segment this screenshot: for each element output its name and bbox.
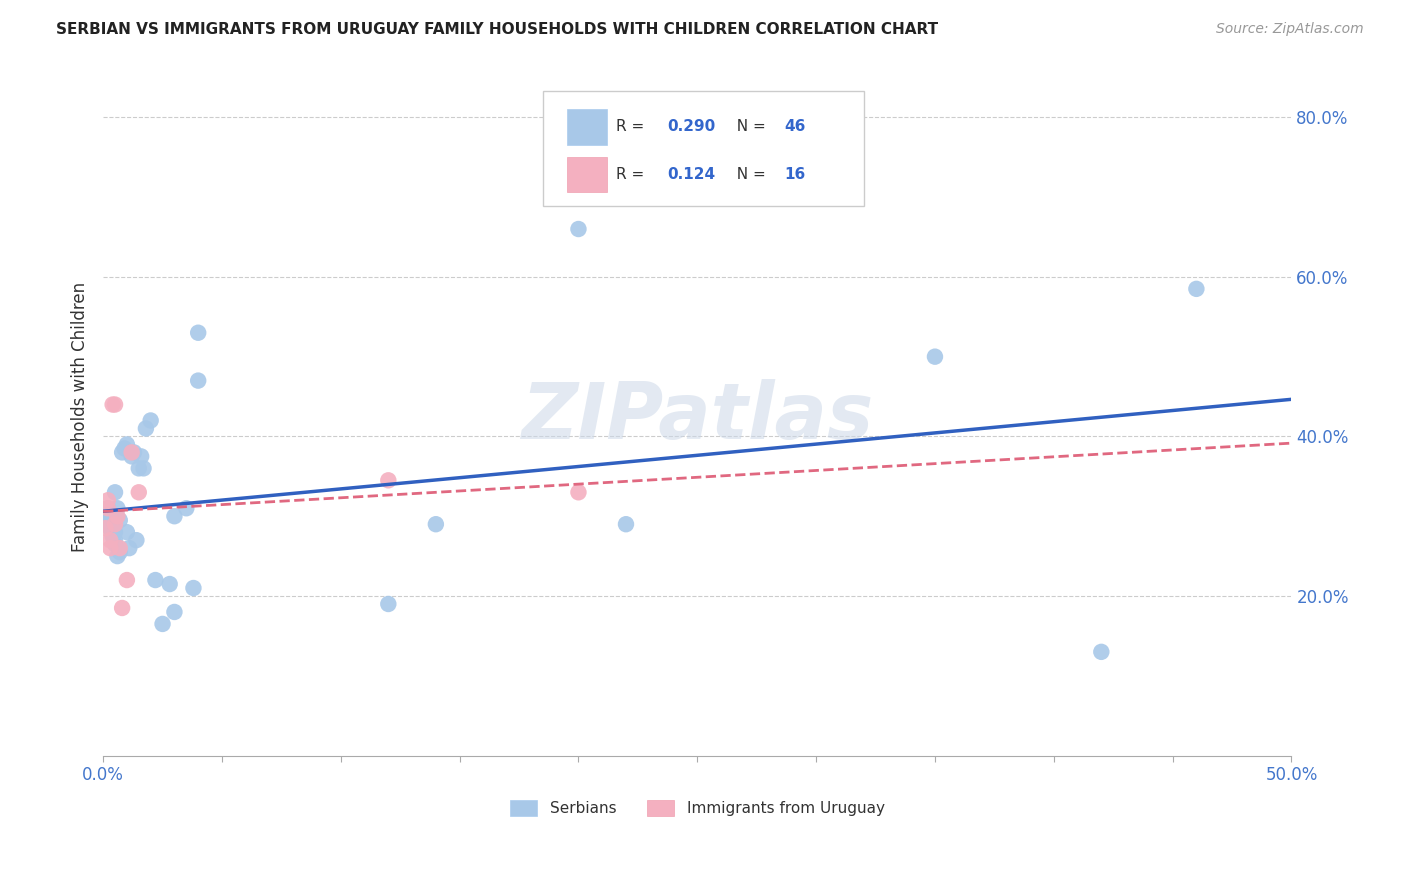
Point (104, 537, 127, 551)
FancyBboxPatch shape (567, 157, 607, 193)
Point (135, 421, 157, 435)
Point (159, 577, 181, 591)
Point (111, 445, 134, 459)
Point (97, 509, 120, 524)
Point (98, 541, 121, 556)
Point (128, 485, 150, 500)
Point (139, 413, 162, 427)
Point (122, 445, 145, 459)
Point (97, 493, 120, 508)
Point (94, 513, 117, 527)
Point (101, 525, 124, 540)
Point (187, 326, 209, 340)
Point (97, 501, 120, 516)
Point (567, 485, 589, 500)
Point (105, 509, 128, 524)
Point (97, 501, 120, 516)
Point (129, 450, 152, 464)
Text: Source: ZipAtlas.com: Source: ZipAtlas.com (1216, 22, 1364, 37)
Point (377, 473, 399, 487)
Point (567, 222, 589, 236)
Text: 46: 46 (785, 119, 806, 134)
Point (111, 601, 134, 615)
Point (924, 350, 946, 364)
Text: 16: 16 (785, 167, 806, 182)
Point (108, 541, 131, 556)
Point (98, 509, 121, 524)
Point (176, 501, 198, 516)
Point (145, 573, 167, 587)
Text: 0.124: 0.124 (668, 167, 716, 182)
Point (104, 517, 127, 532)
Point (152, 616, 174, 631)
Text: N =: N = (727, 119, 770, 134)
Point (163, 509, 186, 524)
Point (187, 374, 209, 388)
Point (115, 573, 138, 587)
FancyBboxPatch shape (543, 91, 863, 206)
Legend: Serbians, Immigrants from Uruguay: Serbians, Immigrants from Uruguay (503, 794, 891, 822)
Point (183, 581, 205, 595)
Point (1185, 282, 1208, 296)
Point (163, 605, 186, 619)
Text: 0.290: 0.290 (668, 119, 716, 134)
Point (121, 445, 143, 459)
Point (98, 517, 121, 532)
Point (101, 529, 124, 543)
Point (105, 549, 128, 563)
Point (98, 533, 121, 548)
Text: R =: R = (616, 119, 650, 134)
Point (1090, 645, 1112, 659)
Point (104, 398, 127, 412)
Point (98, 521, 121, 535)
Point (125, 533, 148, 548)
Point (101, 517, 124, 532)
Point (94, 521, 117, 535)
Text: SERBIAN VS IMMIGRANTS FROM URUGUAY FAMILY HOUSEHOLDS WITH CHILDREN CORRELATION C: SERBIAN VS IMMIGRANTS FROM URUGUAY FAMIL… (56, 22, 938, 37)
Text: R =: R = (616, 167, 650, 182)
Point (108, 545, 131, 559)
Point (132, 461, 155, 475)
Text: N =: N = (727, 167, 770, 182)
Point (121, 450, 143, 464)
Point (614, 517, 637, 532)
Point (128, 461, 150, 475)
Point (104, 485, 127, 500)
FancyBboxPatch shape (567, 110, 607, 145)
Point (104, 533, 127, 548)
Point (115, 525, 138, 540)
Point (108, 513, 131, 527)
Point (104, 525, 127, 540)
Point (118, 541, 141, 556)
Point (101, 398, 124, 412)
Point (105, 501, 128, 516)
Text: ZIPatlas: ZIPatlas (522, 378, 873, 455)
Point (114, 442, 136, 456)
Y-axis label: Family Households with Children: Family Households with Children (72, 282, 89, 551)
Point (377, 597, 399, 611)
Point (115, 437, 138, 451)
Point (425, 517, 447, 532)
